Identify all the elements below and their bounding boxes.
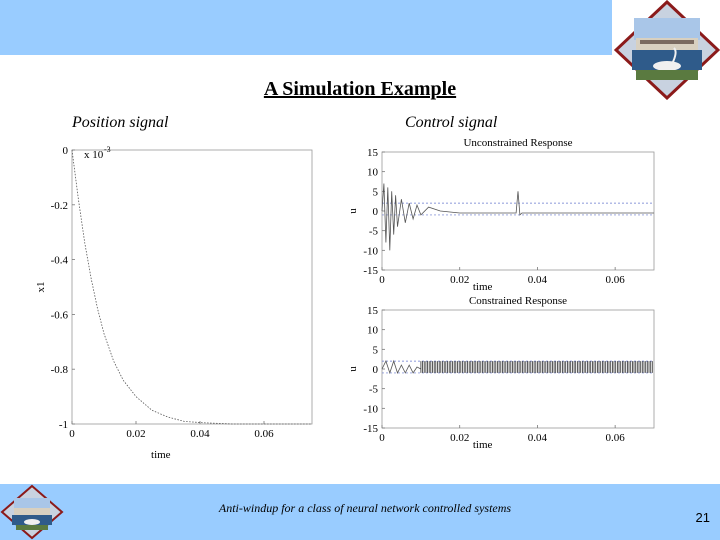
y-tick-label: -0.4 [51, 255, 69, 267]
logo-top [614, 0, 720, 100]
y-tick-label: -1 [59, 419, 68, 431]
y-tick-label: 5 [373, 186, 379, 198]
data-series-line [71, 149, 312, 425]
x-axis-label: time [473, 281, 493, 293]
x-axis-label: time [151, 449, 171, 461]
y-tick-label: -15 [363, 265, 378, 277]
y-tick-label: 15 [367, 147, 379, 159]
footer-bar [64, 484, 720, 540]
plot-frame [71, 149, 313, 425]
y-tick-label: 0 [373, 206, 379, 218]
y-axis-label: u [347, 208, 359, 214]
chart-title: Constrained Response [469, 295, 567, 307]
y-tick-label: 5 [373, 344, 379, 356]
x-tick-label: 0.06 [606, 432, 626, 444]
x-tick-label: 0.04 [528, 274, 548, 286]
data-series-line [381, 183, 654, 251]
y-multiplier: x 10 [84, 149, 104, 161]
x-tick-label: 0.02 [450, 432, 469, 444]
campus-logo-image [614, 0, 720, 100]
x-tick-label: 0.02 [450, 274, 469, 286]
position-signal-chart: 0-0.2-0.4-0.6-0.8-10 0.02 0.04 0.06timex1x … [35, 145, 313, 461]
y-tick-label: -10 [363, 245, 378, 257]
y-axis-label: x1 [35, 282, 47, 293]
y-tick-label: -5 [369, 226, 379, 238]
plot-frame [381, 151, 655, 271]
campus-logo-small-image [0, 484, 64, 540]
x-tick-label: 0.02 [126, 428, 145, 440]
x-tick-label: 0 [379, 432, 385, 444]
y-axis-label: u [347, 366, 359, 372]
y-tick-label: -15 [363, 423, 378, 435]
y-tick-label: -0.8 [51, 364, 69, 376]
y-tick-label: 15 [367, 305, 379, 317]
y-tick-label: 10 [367, 167, 379, 179]
x-axis-label: time [473, 439, 493, 451]
x-tick-label: 0.04 [528, 432, 548, 444]
y-tick-label: -0.2 [51, 200, 68, 212]
x-tick-label: 0.04 [190, 428, 210, 440]
y-tick-label: 0 [63, 145, 69, 157]
x-tick-label: 0.06 [254, 428, 274, 440]
logo-bottom [0, 484, 64, 540]
y-multiplier-exponent: -3 [104, 145, 111, 154]
x-tick-label: 0 [69, 428, 75, 440]
y-tick-label: 10 [367, 325, 379, 337]
chatter-series [420, 361, 653, 373]
slide-title: A Simulation Example [263, 78, 457, 100]
y-tick-label: -5 [369, 384, 379, 396]
header-bar [0, 0, 612, 55]
x-tick-label: 0 [379, 274, 385, 286]
page-number: 21 [695, 510, 710, 525]
control-signal-label: Control signal [405, 114, 498, 131]
y-tick-label: -0.6 [51, 309, 69, 321]
chart-title: Unconstrained Response [463, 137, 572, 149]
data-series-line [381, 359, 422, 375]
y-tick-label: 0 [373, 364, 379, 376]
position-signal-label: Position signal [72, 114, 169, 131]
x-tick-label: 0.06 [606, 274, 626, 286]
footer-text: Anti-windup for a class of neural networ… [218, 501, 512, 515]
y-tick-label: -10 [363, 403, 378, 415]
